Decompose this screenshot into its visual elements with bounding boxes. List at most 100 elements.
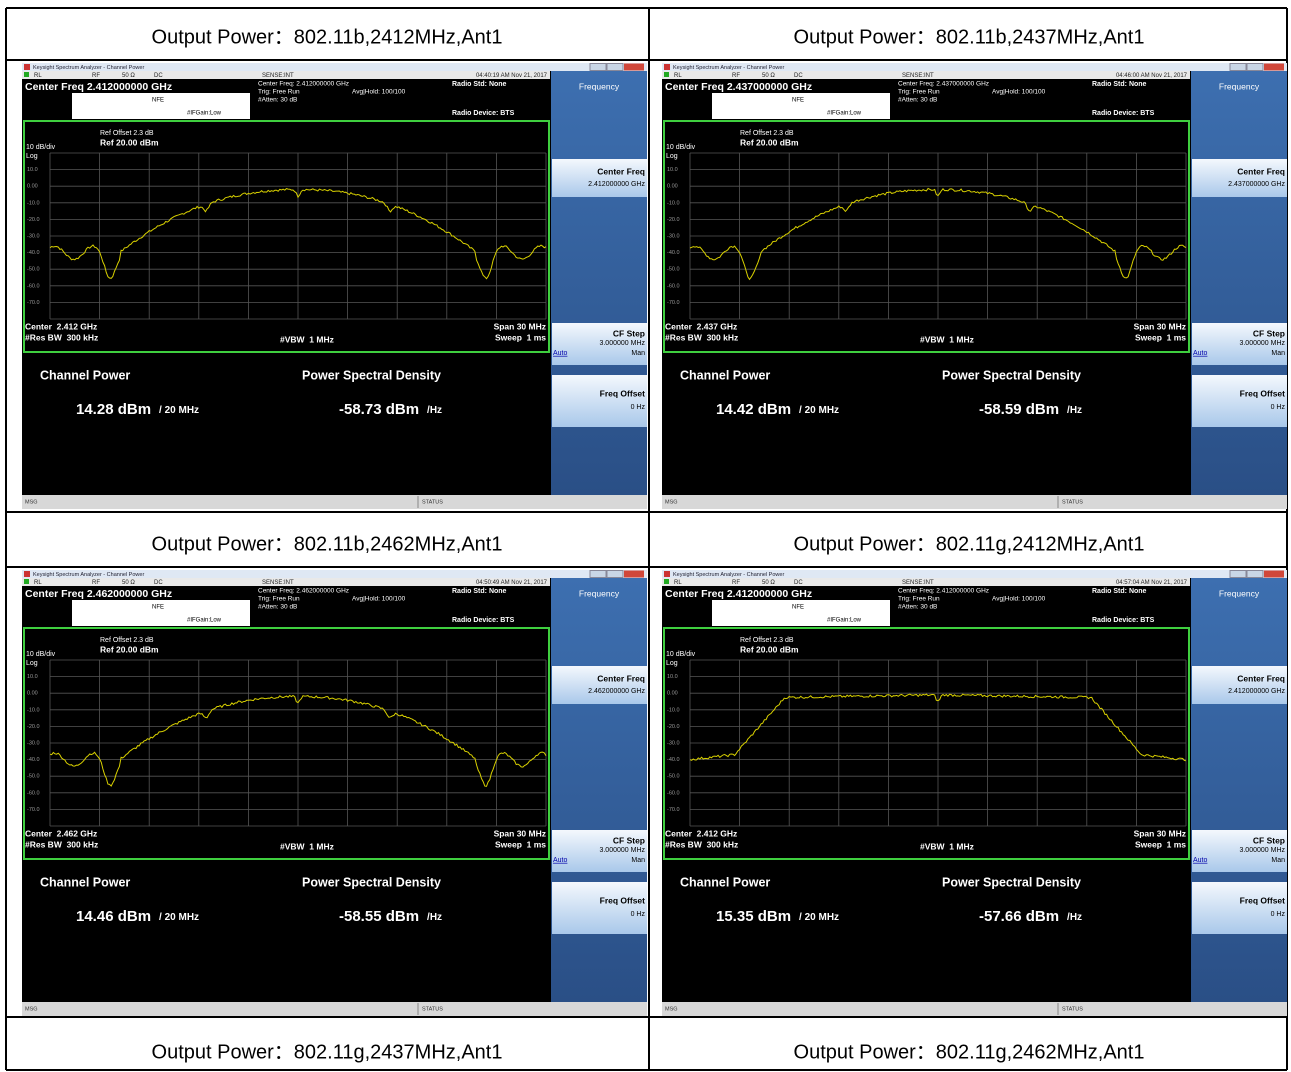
softkey-label: Freq Offset [1240,895,1286,905]
softkey-value: 0 Hz [631,911,646,918]
window-title: Keysight Spectrum Analyzer - Channel Pow… [673,572,784,578]
center-freq-detail: Center Freq: 2.437000000 GHz [898,81,989,88]
ref-level: Ref 20.00 dBm [100,137,159,147]
softkey-option: Auto [1193,857,1208,864]
maximize-button [1247,571,1263,578]
softkey-value: 3.000000 MHz [599,847,645,854]
msg: MSG [665,499,678,505]
minimize-button [1230,64,1246,71]
bandwidth-unit: / 20 MHz [799,912,839,923]
scale: 10 dB/div [26,144,56,151]
res-bw: #Res BW 300 kHz [25,839,98,849]
psd-unit: /Hz [427,912,442,923]
softkey-label: Center Freq [1237,166,1285,176]
softkey [552,159,647,197]
softkey-label: CF Step [613,835,645,845]
softkey-value: 3.000000 MHz [1239,340,1285,347]
softkey-panel [551,71,647,495]
y-label: 10.0 [667,674,678,680]
vbw: #VBW 1 MHz [920,841,974,851]
status-item: RF [732,580,740,586]
psd-value: -58.55 dBm [339,908,419,925]
span: Span 30 MHz [1134,828,1186,838]
radio-device: Radio Device: BTS [1092,617,1155,624]
radio-device: Radio Device: BTS [452,617,515,624]
analyzer-screenshot: Keysight Spectrum Analyzer - Channel Pow… [22,570,647,1016]
y-label: -60.0 [667,790,680,796]
y-label: -10.0 [667,200,680,206]
y-label: -40.0 [27,757,40,763]
app-icon [24,64,30,70]
vbw: #VBW 1 MHz [280,334,334,344]
span: Span 30 MHz [494,828,546,838]
if-gain: #IFGain:Low [187,618,222,624]
status-bar [662,1002,1287,1016]
softkey-label: CF Step [613,328,645,338]
center-freq-title: Center Freq 2.412000000 GHz [665,588,812,600]
y-label: -70.0 [27,807,40,813]
msg: MSG [25,1006,38,1012]
y-label: -20.0 [27,724,40,730]
window-title: Keysight Spectrum Analyzer - Channel Pow… [33,65,144,71]
graph-frame [24,628,549,859]
graph-frame [664,121,1189,352]
menu-title: Frequency [1219,588,1260,598]
ref-level: Ref 20.00 dBm [740,137,799,147]
psd-label: Power Spectral Density [942,368,1081,382]
timestamp: 04:40:19 AM Nov 21, 2017 [476,73,548,79]
channel-power-label: Channel Power [680,875,770,889]
close-button [624,64,644,71]
softkey [1192,375,1287,427]
page: Output Power：802.11b,2412MHz,Ant1 Output … [0,0,1291,1072]
y-label: -10.0 [667,707,680,713]
caption: Output Power：802.11b,2462MHz,Ant1 [152,533,503,555]
radio-std: Radio Std: None [452,81,507,88]
avg-hold: Avg|Hold: 100/100 [992,89,1046,96]
sense: SENSE:INT [262,73,294,79]
y-label: -20.0 [27,217,40,223]
softkey-label: Center Freq [1237,673,1285,683]
channel-power-label: Channel Power [680,368,770,382]
analyzer-screenshot: Keysight Spectrum Analyzer - Channel Pow… [662,63,1287,509]
app-icon [664,64,670,70]
psd-value: -57.66 dBm [979,908,1059,925]
sense: SENSE:INT [902,73,934,79]
msg: MSG [665,1006,678,1012]
bandwidth-unit: / 20 MHz [799,405,839,416]
channel-power-value: 15.35 dBm [716,908,791,925]
radio-device: Radio Device: BTS [452,110,515,117]
softkey-value: 2.412000000 GHz [588,181,645,188]
status-item: 50 Ω [762,73,775,79]
channel-power-label: Channel Power [40,875,130,889]
y-label: 10.0 [27,674,38,680]
psd-value: -58.59 dBm [979,401,1059,418]
softkey-option: Man [631,350,645,357]
y-label: -30.0 [27,233,40,239]
status-item: 50 Ω [762,580,775,586]
caption: Output Power：802.11b,2412MHz,Ant1 [152,26,503,48]
app-icon [24,571,30,577]
ref-level: Ref 20.00 dBm [740,644,799,654]
softkey [1192,666,1287,704]
sweep: Sweep 1 ms [495,839,546,849]
softkey-label: Center Freq [597,673,645,683]
status-item: RL [674,73,682,79]
minimize-button [590,571,606,578]
sweep: Sweep 1 ms [495,332,546,342]
caption: Output Power：802.11g,2437MHz,Ant1 [152,1041,503,1063]
psd-label: Power Spectral Density [942,875,1081,889]
caption: Output Power：802.11g,2462MHz,Ant1 [794,1041,1145,1063]
atten: #Atten: 30 dB [898,97,937,104]
graph-frame [664,628,1189,859]
y-label: -40.0 [27,250,40,256]
y-label: -70.0 [667,300,680,306]
analyzer-screenshot: Keysight Spectrum Analyzer - Channel Pow… [662,570,1287,1016]
msg: MSG [25,499,38,505]
y-label: -30.0 [667,740,680,746]
y-label: -50.0 [27,774,40,780]
y-label: 10.0 [27,167,38,173]
scale-type: Log [666,153,678,160]
graph-frame [24,121,549,352]
y-label: -70.0 [667,807,680,813]
nfe: NFE [792,605,804,611]
